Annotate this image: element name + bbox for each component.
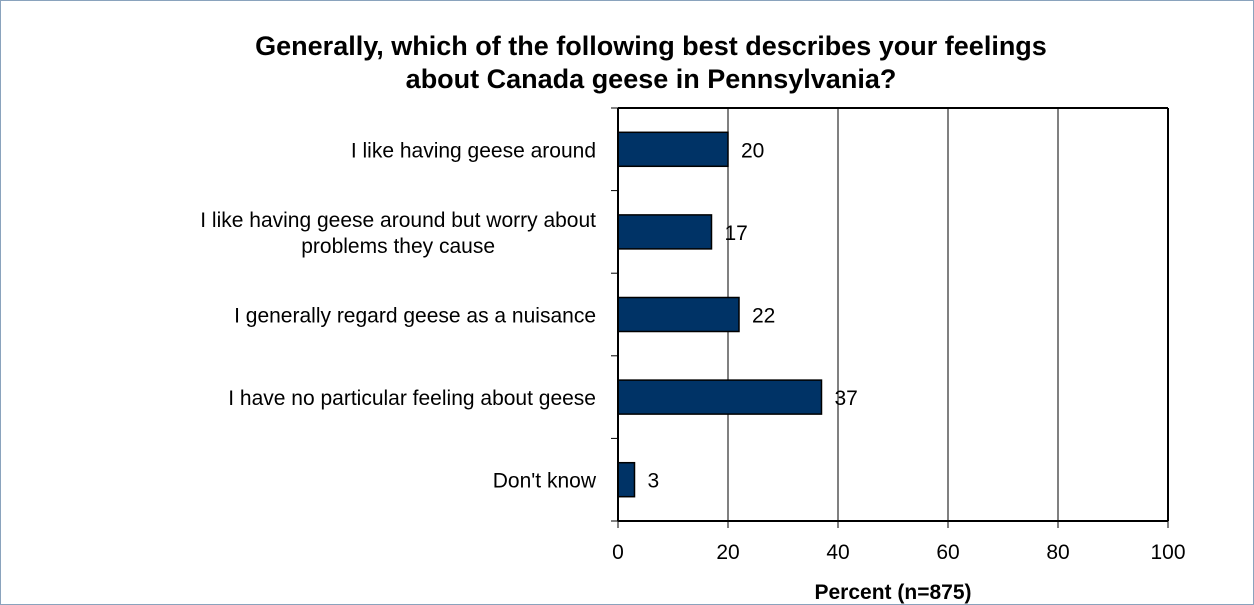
chart-title: Generally, which of the following best d… (255, 31, 1047, 94)
data-label-0: 20 (741, 139, 764, 162)
data-label-1: 17 (725, 222, 748, 245)
x-tick-label-0: 0 (612, 541, 624, 564)
chart-title-line-2: about Canada geese in Pennsylvania? (406, 64, 897, 94)
category-label-1-line-0: I like having geese around but worry abo… (200, 209, 596, 232)
bar-0 (617, 131, 729, 168)
x-tick-label-1: 20 (716, 541, 739, 564)
category-label-2: I generally regard geese as a nuisance (234, 305, 596, 328)
category-label-4: Don't know (493, 470, 597, 493)
x-tick-label-5: 100 (1150, 541, 1185, 564)
x-tick-label-3: 60 (936, 541, 959, 564)
x-axis-title: Percent (n=875) (815, 581, 972, 604)
category-label-1-line-1: problems they cause (301, 235, 495, 258)
category-label-3: I have no particular feeling about geese (228, 387, 596, 410)
bar-1 (617, 214, 713, 250)
bar-2 (617, 296, 740, 333)
data-label-3: 37 (835, 387, 858, 410)
chart-title-line-1: Generally, which of the following best d… (255, 31, 1047, 61)
category-label-0: I like having geese around (351, 139, 596, 162)
bar-4 (617, 461, 636, 498)
data-label-2: 22 (752, 305, 775, 328)
bar-3 (617, 379, 823, 415)
x-tick-label-2: 40 (826, 541, 849, 564)
bars: 20 17 22 37 3 (617, 131, 858, 498)
x-tick-label-4: 80 (1046, 541, 1069, 564)
category-label-1: I like having geese around but worry abo… (200, 209, 596, 258)
data-label-4: 3 (648, 470, 660, 493)
axes: 0 20 40 60 80 100 (611, 107, 1186, 564)
category-labels: I like having geese around I like having … (200, 139, 597, 492)
grid-lines (727, 108, 1169, 521)
